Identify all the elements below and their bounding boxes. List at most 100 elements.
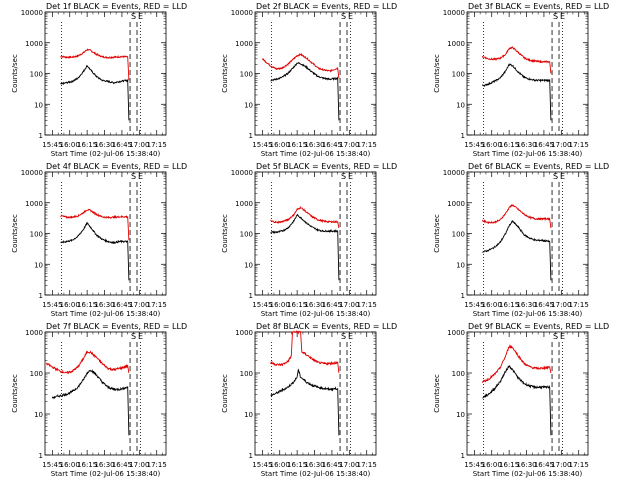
x-tick-label: 16:45 (322, 141, 342, 149)
x-tick-label: 16:30 (94, 141, 114, 149)
x-tick-label: 15:45 (42, 141, 62, 149)
x-tick-label: 17:00 (339, 141, 359, 149)
marker-label-e: E (138, 12, 143, 21)
y-tick-label: 1 (461, 292, 465, 300)
lld-series-line (60, 48, 130, 81)
lld-series-line (60, 208, 130, 241)
plot-frame (466, 331, 589, 456)
x-tick-label: 17:15 (569, 461, 589, 469)
events-series-line (51, 369, 130, 436)
y-tick-label: 1000 (25, 329, 43, 337)
plot-frame (44, 331, 167, 456)
y-tick-label: 10 (456, 411, 465, 419)
y-tick-label: 10000 (231, 169, 253, 177)
chart-title: Det 6f BLACK = Events, RED = LLD (468, 162, 609, 171)
x-axis-label: Start Time (02-Jul-06 15:38:40) (51, 470, 161, 478)
x-tick-label: 15:45 (252, 141, 272, 149)
marker-label-s: S (131, 12, 136, 21)
chart-title: Det 4f BLACK = Events, RED = LLD (46, 162, 187, 171)
x-tick-label: 17:15 (569, 301, 589, 309)
x-tick-label: 16:45 (534, 301, 554, 309)
x-tick-label: 16:45 (112, 141, 132, 149)
x-tick-label: 16:30 (304, 141, 324, 149)
marker-label-e: E (560, 12, 565, 21)
x-tick-label: 16:15 (77, 461, 97, 469)
x-tick-label: 16:30 (94, 301, 114, 309)
chart-panel-1: Det 1f BLACK = Events, RED = LLD 1 10 100 10… (11, 2, 187, 158)
x-tick-label: 17:15 (147, 301, 167, 309)
y-tick-label: 1000 (235, 329, 253, 337)
chart-title: Det 1f BLACK = Events, RED = LLD (46, 2, 187, 11)
x-axis-label: Start Time (02-Jul-06 15:38:40) (261, 150, 371, 158)
x-tick-label: 15:45 (252, 301, 272, 309)
x-tick-label: 16:00 (60, 461, 80, 469)
x-tick-label: 16:15 (77, 141, 97, 149)
x-tick-label: 17:15 (357, 461, 377, 469)
x-axis-label: Start Time (02-Jul-06 15:38:40) (261, 310, 371, 318)
x-tick-label: 16:30 (516, 461, 536, 469)
events-series-line (482, 219, 552, 281)
x-tick-label: 17:15 (147, 141, 167, 149)
y-tick-label: 1000 (235, 200, 253, 208)
plot-frame (466, 171, 589, 296)
y-tick-label: 1 (249, 292, 253, 300)
x-tick-label: 16:00 (270, 461, 290, 469)
events-series-line (60, 64, 130, 121)
events-series-line (60, 221, 130, 281)
x-tick-label: 16:30 (304, 461, 324, 469)
x-axis-label: Start Time (02-Jul-06 15:38:40) (473, 470, 583, 478)
y-axis-label: Counts/sec (11, 54, 19, 93)
x-axis-label: Start Time (02-Jul-06 15:38:40) (473, 150, 583, 158)
events-series-line (270, 213, 340, 281)
x-tick-label: 16:15 (499, 301, 519, 309)
x-tick-label: 16:45 (322, 461, 342, 469)
x-tick-label: 17:00 (551, 301, 571, 309)
x-tick-label: 16:45 (534, 461, 554, 469)
y-tick-label: 10 (456, 101, 465, 109)
marker-label-s: S (553, 12, 558, 21)
marker-label-e: E (348, 172, 353, 181)
y-tick-label: 1 (249, 132, 253, 140)
lld-series-line (482, 344, 552, 383)
y-tick-label: 1000 (25, 40, 43, 48)
x-tick-label: 16:15 (77, 301, 97, 309)
x-tick-label: 16:00 (60, 301, 80, 309)
marker-label-e: E (348, 12, 353, 21)
x-tick-label: 16:30 (94, 461, 114, 469)
events-series-line (482, 365, 552, 436)
lld-series-line (270, 205, 340, 229)
marker-label-e: E (348, 332, 353, 341)
y-tick-label: 1000 (447, 40, 465, 48)
y-axis-label: Counts/sec (433, 374, 441, 413)
x-tick-label: 16:00 (60, 141, 80, 149)
y-tick-label: 10000 (231, 9, 253, 17)
y-axis-label: Counts/sec (221, 374, 229, 413)
y-tick-label: 10 (244, 261, 253, 269)
y-tick-label: 1 (39, 292, 43, 300)
x-tick-label: 16:15 (287, 461, 307, 469)
y-tick-label: 1000 (25, 200, 43, 208)
x-tick-label: 17:00 (129, 301, 149, 309)
y-tick-label: 10 (34, 261, 43, 269)
lld-series-line (482, 203, 552, 229)
x-tick-label: 17:00 (339, 301, 359, 309)
y-tick-label: 100 (30, 231, 43, 239)
y-tick-label: 10 (244, 411, 253, 419)
marker-label-s: S (553, 332, 558, 341)
y-tick-label: 100 (452, 370, 465, 378)
y-tick-label: 1000 (235, 40, 253, 48)
x-axis-label: Start Time (02-Jul-06 15:38:40) (51, 150, 161, 158)
y-tick-label: 10 (34, 411, 43, 419)
y-tick-label: 1 (39, 452, 43, 460)
x-tick-label: 16:30 (516, 141, 536, 149)
x-tick-label: 16:15 (287, 141, 307, 149)
y-tick-label: 1000 (447, 200, 465, 208)
chart-panel-8: Det 8f BLACK = Events, RED = LLD 1 10 100 10… (221, 322, 397, 478)
x-tick-label: 16:00 (270, 141, 290, 149)
y-tick-label: 10000 (443, 9, 465, 17)
plot-frame (466, 11, 589, 136)
y-tick-label: 1 (461, 132, 465, 140)
y-tick-label: 100 (30, 71, 43, 79)
y-tick-label: 10000 (443, 169, 465, 177)
